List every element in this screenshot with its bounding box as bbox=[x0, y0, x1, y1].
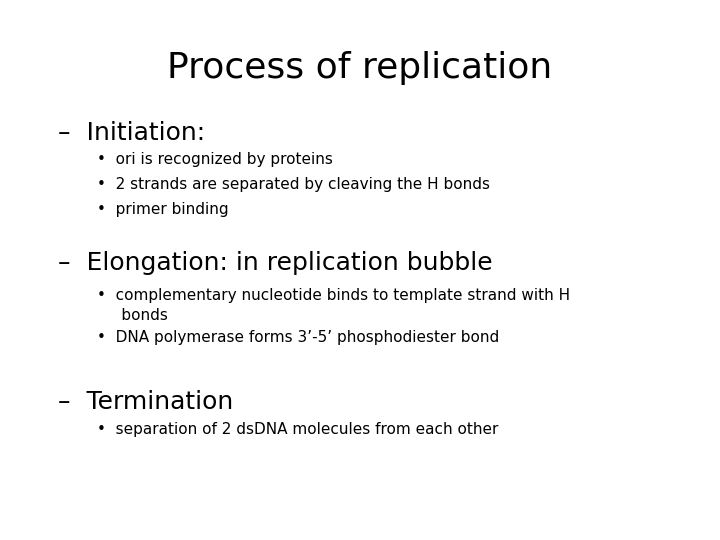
Text: •  DNA polymerase forms 3’-5’ phosphodiester bond: • DNA polymerase forms 3’-5’ phosphodies… bbox=[97, 330, 500, 346]
Text: •  separation of 2 dsDNA molecules from each other: • separation of 2 dsDNA molecules from e… bbox=[97, 422, 498, 437]
Text: Process of replication: Process of replication bbox=[167, 51, 553, 85]
Text: –  Elongation: in replication bubble: – Elongation: in replication bubble bbox=[58, 251, 492, 275]
Text: •  primer binding: • primer binding bbox=[97, 202, 229, 217]
Text: –  Termination: – Termination bbox=[58, 390, 233, 414]
Text: •  complementary nucleotide binds to template strand with H
     bonds: • complementary nucleotide binds to temp… bbox=[97, 288, 570, 323]
Text: •  2 strands are separated by cleaving the H bonds: • 2 strands are separated by cleaving th… bbox=[97, 177, 490, 192]
Text: –  Initiation:: – Initiation: bbox=[58, 122, 204, 145]
Text: •  ori is recognized by proteins: • ori is recognized by proteins bbox=[97, 152, 333, 167]
